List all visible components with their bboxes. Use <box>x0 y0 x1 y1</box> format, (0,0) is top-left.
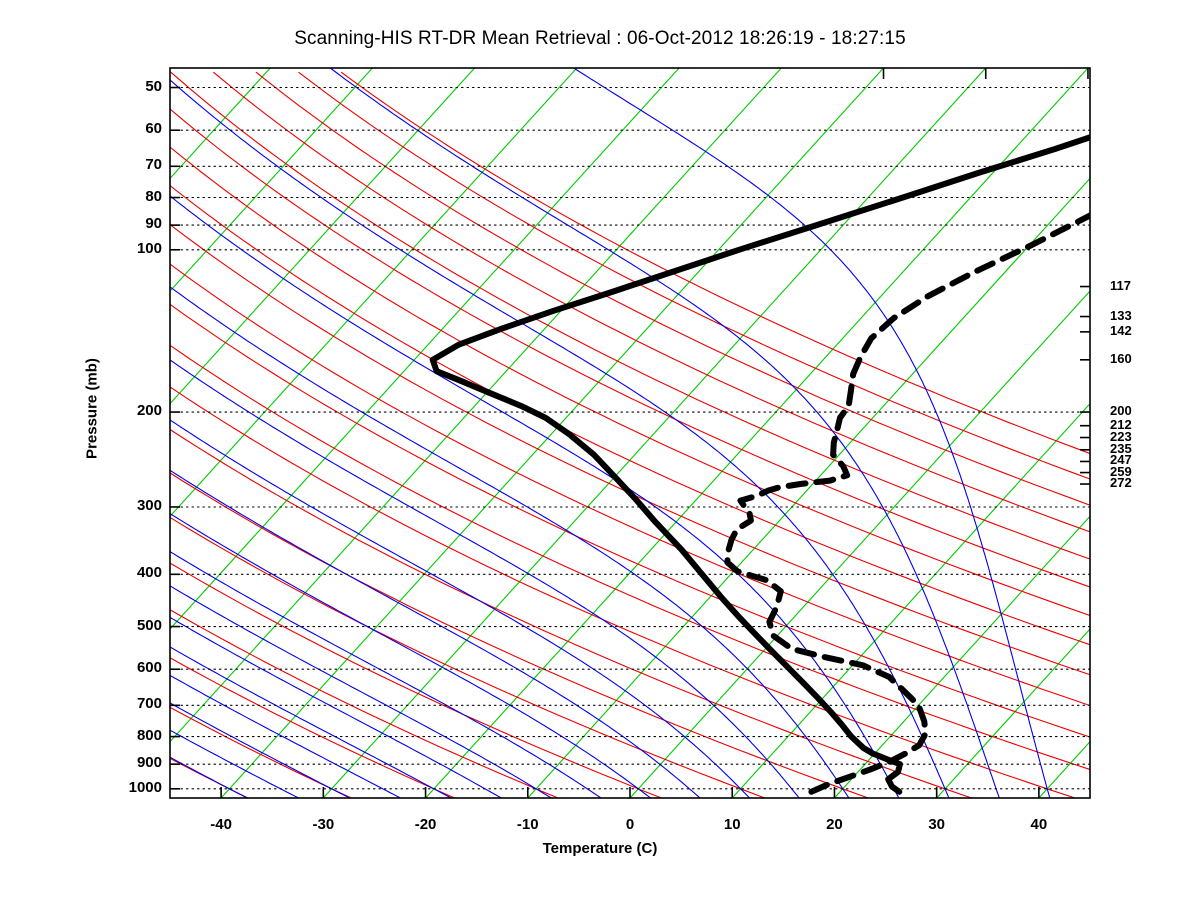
moist-adiabat-line <box>170 674 402 798</box>
moist-adiabat-line <box>170 469 701 798</box>
moist-adiabat-line <box>170 729 300 798</box>
moist-adiabat-line <box>170 286 850 798</box>
isotherm-line <box>220 68 885 798</box>
y-tick-label: 700 <box>136 695 162 713</box>
isotherm-line <box>0 68 168 798</box>
x-tick-label: 20 <box>826 816 843 833</box>
isotherm-line <box>425 68 1089 798</box>
isotherm-line <box>322 68 987 798</box>
right-tick-label: 117 <box>1110 277 1131 293</box>
temperature-profile-line <box>429 134 1090 795</box>
y-tick-label: 600 <box>136 659 162 677</box>
y-tick-label: 60 <box>145 120 162 138</box>
dry-adiabat-line <box>170 184 1090 646</box>
isotherm-line <box>170 68 578 518</box>
isotherm-line <box>170 68 782 743</box>
x-tick-label: 40 <box>1030 816 1048 833</box>
right-tick-label: 223 <box>1110 428 1132 444</box>
isotherm-line <box>170 68 373 292</box>
y-tick-label: 300 <box>136 496 162 514</box>
x-tick-label: -10 <box>516 816 539 833</box>
y-tick-label: 800 <box>136 726 162 744</box>
right-tick-label: 212 <box>1110 416 1132 432</box>
dry-adiabat-line <box>170 562 663 798</box>
dry-adiabat-line <box>170 386 1076 798</box>
x-tick-label: 30 <box>928 816 945 833</box>
moist-adiabat-line <box>170 616 502 798</box>
x-tick-label: 0 <box>625 816 635 833</box>
moist-adiabat-line <box>170 702 351 798</box>
isotherm-line <box>731 402 1090 798</box>
dry-adiabat-line <box>170 108 1090 588</box>
dry-adiabat-line <box>170 472 869 798</box>
moist-adiabat-line <box>170 550 602 798</box>
dry-adiabat-line <box>255 71 1090 506</box>
right-tick-label: 235 <box>1110 440 1132 456</box>
y-tick-label: 70 <box>145 156 162 174</box>
dry-adiabat-line <box>170 146 1090 617</box>
right-tick-label: 247 <box>1110 452 1132 468</box>
dry-adiabat-line <box>170 657 456 798</box>
isotherm-line <box>936 628 1090 798</box>
x-tick-label: -40 <box>210 816 232 833</box>
right-tick-label: 259 <box>1110 463 1132 479</box>
dry-adiabat-line <box>170 303 1090 738</box>
isotherm-line <box>170 68 271 180</box>
right-tick-label: 160 <box>1110 350 1132 366</box>
x-tick-label: -20 <box>414 816 437 833</box>
isotherm-line <box>629 290 1090 798</box>
y-tick-label: 400 <box>136 564 162 582</box>
dry-adiabat-line <box>170 516 766 798</box>
dry-adiabat-line <box>213 71 1090 533</box>
y-tick-label: 1000 <box>128 778 162 796</box>
dewpoint-profile-line <box>724 212 1090 795</box>
isotherm-line <box>833 515 1090 798</box>
right-tick-label: 133 <box>1110 307 1132 323</box>
dry-adiabat-line <box>0 72 145 798</box>
moist-adiabat-line <box>170 585 552 798</box>
dry-adiabat-line <box>170 263 1090 707</box>
y-tick-label: 90 <box>145 215 162 233</box>
moist-adiabat-line <box>170 419 751 798</box>
x-axis-title: Temperature (C) <box>542 840 658 857</box>
dry-adiabat-line <box>170 428 973 798</box>
moist-adiabat-line <box>170 756 248 798</box>
dry-adiabat-line <box>170 223 1090 676</box>
right-tick-label: 272 <box>1110 475 1132 491</box>
dry-adiabat-line <box>298 71 1090 480</box>
isotherm-line <box>527 177 1090 798</box>
page-title: Scanning-HIS RT-DR Mean Retrieval : 06-O… <box>294 28 906 49</box>
isotherm-line <box>0 68 66 798</box>
y-tick-label: 100 <box>136 239 162 257</box>
dry-adiabat-line <box>170 71 1090 560</box>
dry-adiabat-line <box>340 71 1090 455</box>
y-tick-label: 900 <box>136 754 162 772</box>
x-tick-label: -30 <box>312 816 335 833</box>
y-tick-label: 500 <box>136 616 162 634</box>
moist-adiabat-line <box>170 646 452 798</box>
moist-adiabat-line <box>170 512 652 798</box>
y-tick-label: 200 <box>136 402 162 420</box>
y-tick-label: 50 <box>145 77 162 95</box>
dry-adiabat-line <box>170 344 1090 771</box>
moist-adiabat-line <box>170 79 950 798</box>
isotherm-line <box>170 68 680 630</box>
x-tick-label: 10 <box>723 816 741 833</box>
isotherm-line <box>170 68 476 405</box>
y-tick-label: 80 <box>145 187 162 205</box>
right-tick-label: 200 <box>1110 403 1132 419</box>
dry-adiabat-line <box>170 609 559 798</box>
moist-adiabat-line <box>170 359 800 798</box>
dry-adiabat-line <box>0 72 41 798</box>
dry-adiabat-line <box>170 757 249 798</box>
right-tick-label: 142 <box>1110 322 1132 338</box>
